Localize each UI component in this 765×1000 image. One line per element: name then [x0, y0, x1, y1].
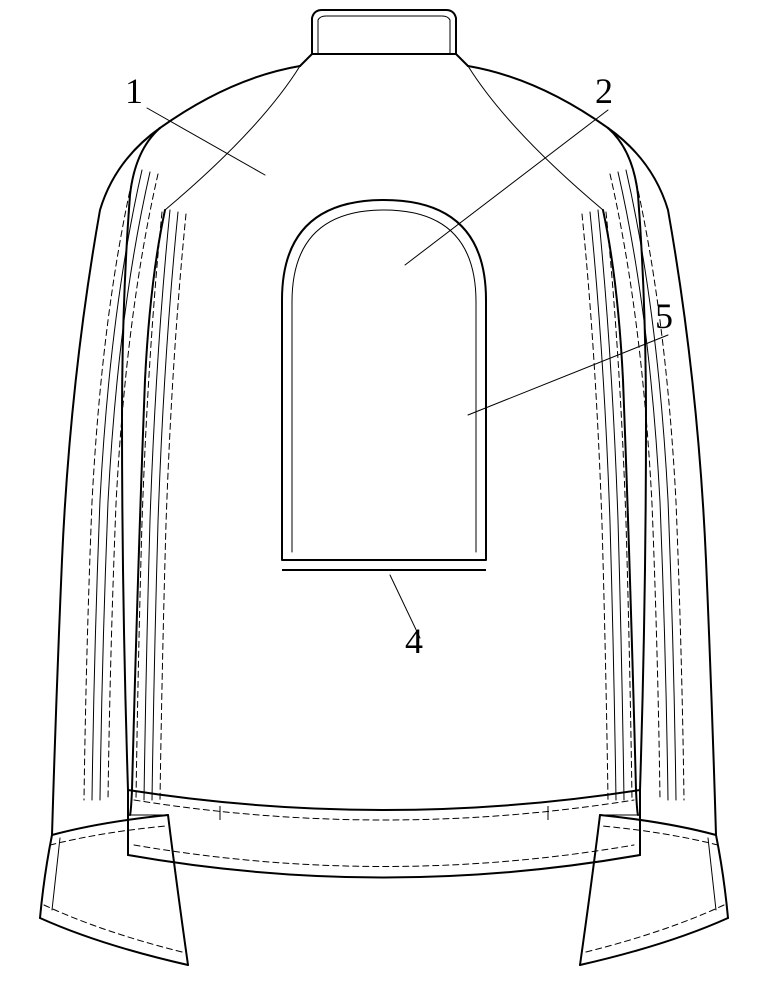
diagram-container: { "diagram": { "type": "technical-line-d… [0, 0, 765, 1000]
callout-label-2: 2 [595, 70, 613, 112]
callout-label-1: 1 [125, 70, 143, 112]
callout-label-5: 5 [655, 295, 673, 337]
callout-label-4: 4 [405, 620, 423, 662]
jacket-drawing [0, 0, 765, 1000]
